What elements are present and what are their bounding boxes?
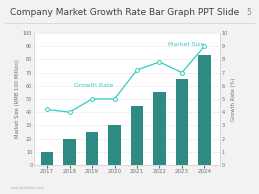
Bar (131, 106, 143, 165)
Text: 5: 5 (246, 8, 251, 17)
Text: Growth Rate: Growth Rate (74, 83, 113, 88)
Text: www.slideteam.net: www.slideteam.net (10, 186, 44, 190)
Bar (198, 55, 211, 165)
Y-axis label: Growth Rate (%): Growth Rate (%) (231, 77, 236, 121)
Bar (108, 125, 121, 165)
Text: Market Size: Market Size (168, 42, 205, 47)
Y-axis label: Market Size (RMB 100 Million): Market Size (RMB 100 Million) (15, 60, 20, 138)
Bar (153, 92, 166, 165)
Bar (41, 152, 53, 165)
Bar (63, 139, 76, 165)
Bar (86, 132, 98, 165)
Bar (176, 79, 188, 165)
Text: Company Market Growth Rate Bar Graph PPT Slide: Company Market Growth Rate Bar Graph PPT… (10, 8, 240, 17)
